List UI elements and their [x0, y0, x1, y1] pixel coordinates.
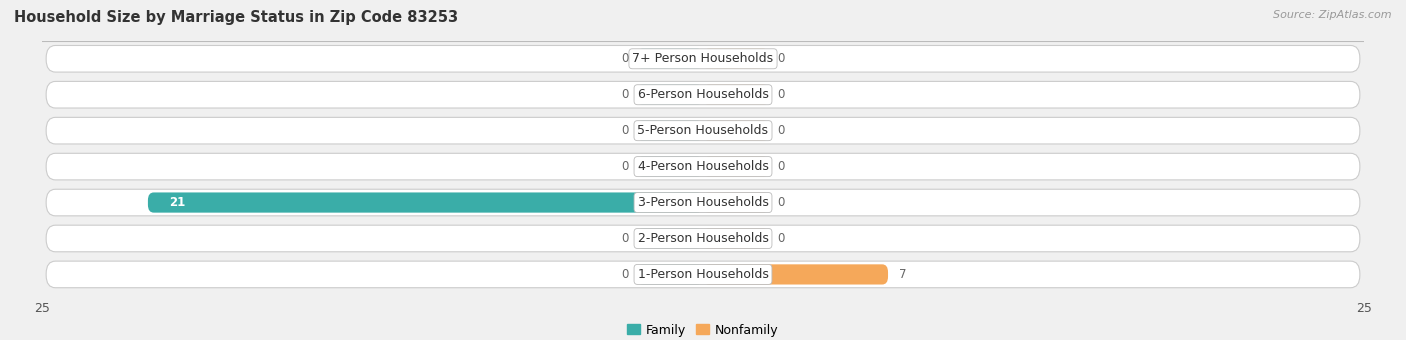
- Text: Household Size by Marriage Status in Zip Code 83253: Household Size by Marriage Status in Zip…: [14, 10, 458, 25]
- Text: 6-Person Households: 6-Person Households: [637, 88, 769, 101]
- Text: 0: 0: [621, 268, 628, 281]
- Text: 21: 21: [169, 196, 186, 209]
- FancyBboxPatch shape: [703, 156, 769, 177]
- Text: 0: 0: [778, 124, 785, 137]
- Text: 0: 0: [778, 88, 785, 101]
- FancyBboxPatch shape: [46, 189, 1360, 216]
- FancyBboxPatch shape: [703, 85, 769, 105]
- Text: 0: 0: [778, 196, 785, 209]
- FancyBboxPatch shape: [703, 228, 769, 249]
- Text: 0: 0: [621, 124, 628, 137]
- Text: Source: ZipAtlas.com: Source: ZipAtlas.com: [1274, 10, 1392, 20]
- FancyBboxPatch shape: [148, 192, 703, 212]
- Text: 0: 0: [621, 52, 628, 65]
- Text: 0: 0: [621, 88, 628, 101]
- FancyBboxPatch shape: [46, 117, 1360, 144]
- Text: 0: 0: [778, 232, 785, 245]
- Text: 7+ Person Households: 7+ Person Households: [633, 52, 773, 65]
- Text: 0: 0: [621, 232, 628, 245]
- Legend: Family, Nonfamily: Family, Nonfamily: [623, 319, 783, 340]
- Text: 5-Person Households: 5-Person Households: [637, 124, 769, 137]
- FancyBboxPatch shape: [637, 156, 703, 177]
- Text: 1-Person Households: 1-Person Households: [637, 268, 769, 281]
- Text: 0: 0: [778, 160, 785, 173]
- FancyBboxPatch shape: [637, 264, 703, 285]
- FancyBboxPatch shape: [46, 46, 1360, 72]
- FancyBboxPatch shape: [703, 264, 889, 285]
- FancyBboxPatch shape: [637, 121, 703, 141]
- FancyBboxPatch shape: [46, 81, 1360, 108]
- FancyBboxPatch shape: [703, 121, 769, 141]
- FancyBboxPatch shape: [46, 225, 1360, 252]
- Text: 0: 0: [621, 160, 628, 173]
- Text: 7: 7: [898, 268, 905, 281]
- FancyBboxPatch shape: [703, 49, 769, 69]
- Text: 0: 0: [778, 52, 785, 65]
- FancyBboxPatch shape: [46, 261, 1360, 288]
- FancyBboxPatch shape: [703, 192, 769, 212]
- FancyBboxPatch shape: [637, 85, 703, 105]
- FancyBboxPatch shape: [46, 153, 1360, 180]
- Text: 2-Person Households: 2-Person Households: [637, 232, 769, 245]
- Text: 4-Person Households: 4-Person Households: [637, 160, 769, 173]
- Text: 3-Person Households: 3-Person Households: [637, 196, 769, 209]
- FancyBboxPatch shape: [637, 49, 703, 69]
- FancyBboxPatch shape: [637, 228, 703, 249]
